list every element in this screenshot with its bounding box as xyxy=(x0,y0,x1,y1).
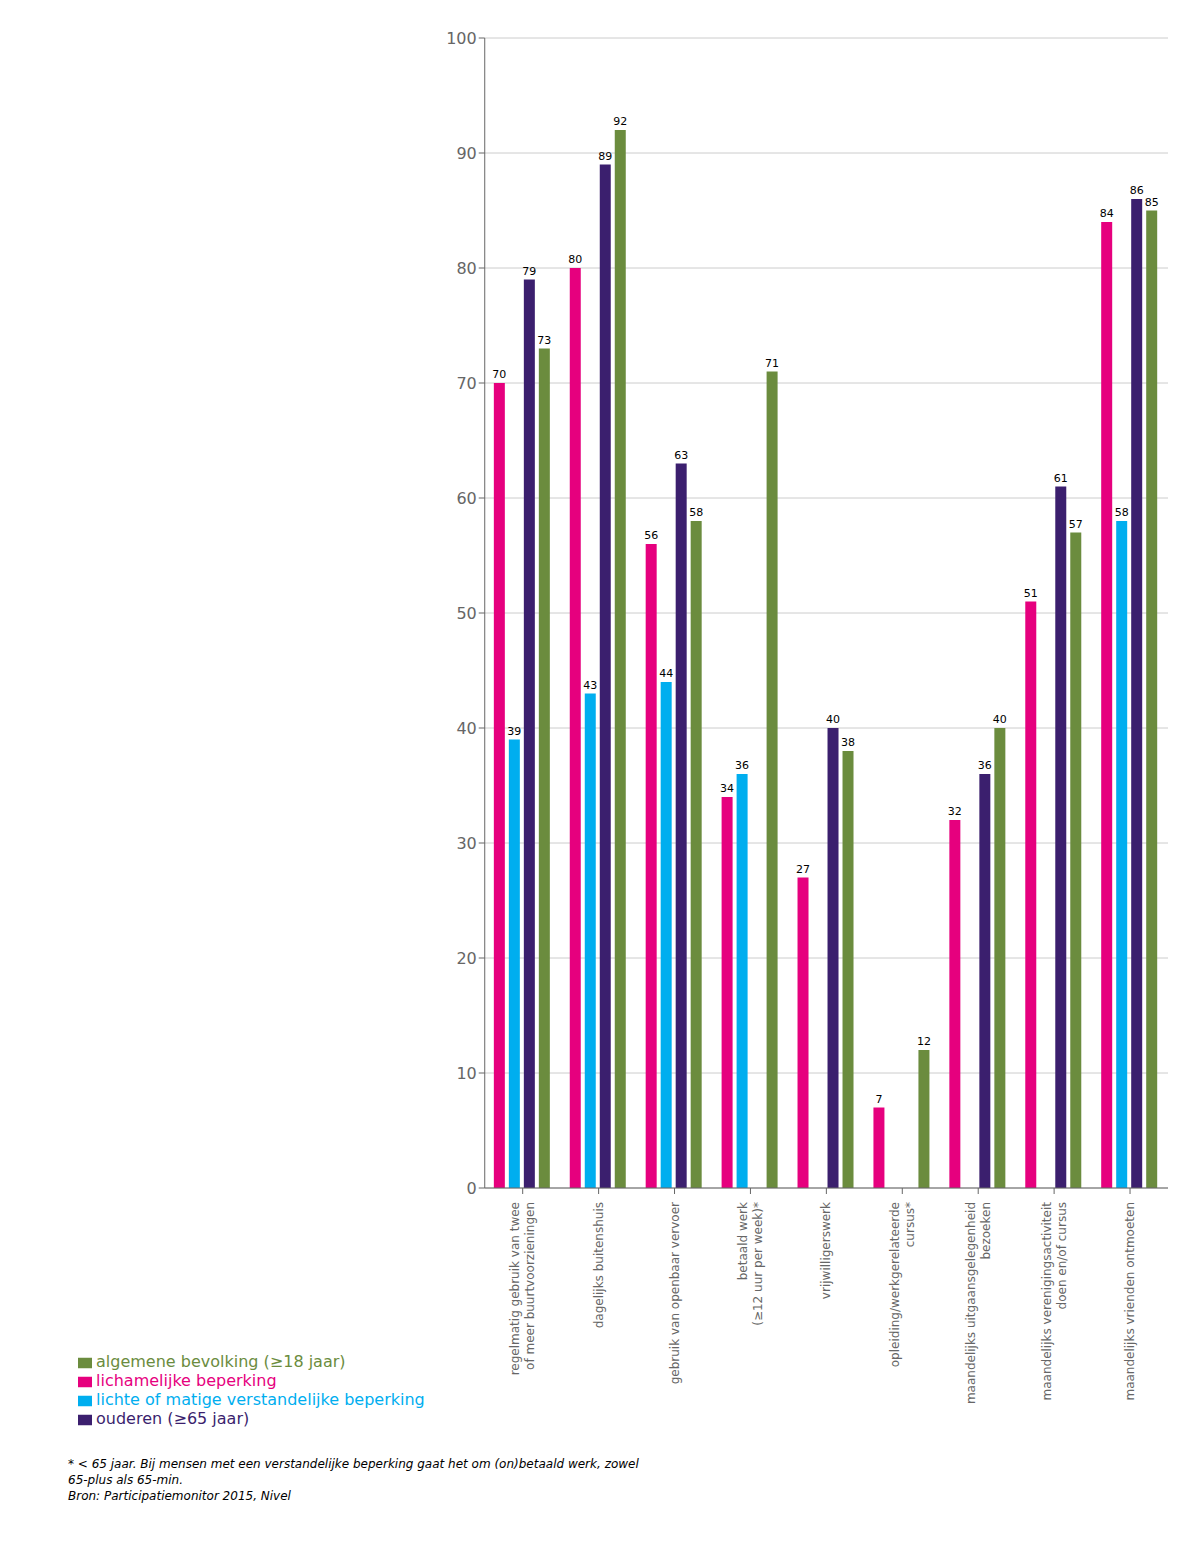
svg-text:61: 61 xyxy=(1054,472,1068,485)
html-text:lichte of matige verstandelijk: lichte of matige verstandelijke beperkin… xyxy=(96,1390,425,1409)
html-text:Bron: Participatiemonitor 2015: Bron: Participatiemonitor 2015, Nivel xyxy=(68,1489,291,1503)
svg-text:50: 50 xyxy=(456,604,476,623)
svg-text:40: 40 xyxy=(456,719,476,738)
svg-text:51: 51 xyxy=(1024,587,1038,600)
svg-text:86: 86 xyxy=(1130,184,1144,197)
svg-text:0: 0 xyxy=(467,1179,477,1198)
svg-text:92: 92 xyxy=(613,115,627,128)
svg-text:70: 70 xyxy=(492,368,506,381)
svg-text:regelmatig gebruik van tweeof: regelmatig gebruik van tweeof meer buurt… xyxy=(508,1202,537,1375)
svg-text:12: 12 xyxy=(917,1035,931,1048)
svg-text:100: 100 xyxy=(446,29,477,48)
svg-text:opleiding/werkgerelateerdecurs: opleiding/werkgerelateerdecursus* xyxy=(888,1202,917,1367)
svg-text:60: 60 xyxy=(456,489,476,508)
svg-text:89: 89 xyxy=(598,150,612,163)
svg-text:34: 34 xyxy=(720,782,734,795)
svg-text:58: 58 xyxy=(689,506,703,519)
svg-text:84: 84 xyxy=(1100,207,1114,220)
svg-text:36: 36 xyxy=(735,759,749,772)
svg-text:79: 79 xyxy=(522,265,536,278)
svg-text:80: 80 xyxy=(568,253,582,266)
svg-text:maandelijks uitgaansgelegenhei: maandelijks uitgaansgelegenheidbezoeken xyxy=(964,1202,993,1404)
svg-text:maandelijks vrienden ontmoeten: maandelijks vrienden ontmoeten xyxy=(1123,1202,1137,1401)
svg-text:63: 63 xyxy=(674,449,688,462)
svg-text:30: 30 xyxy=(456,834,476,853)
svg-text:39: 39 xyxy=(507,725,521,738)
svg-text:20: 20 xyxy=(456,949,476,968)
svg-text:44: 44 xyxy=(659,667,673,680)
svg-text:90: 90 xyxy=(456,144,476,163)
html-text:ouderen (≥65 jaar): ouderen (≥65 jaar) xyxy=(96,1409,250,1428)
svg-text:57: 57 xyxy=(1069,518,1083,531)
svg-text:dagelijks buitenshuis: dagelijks buitenshuis xyxy=(592,1202,606,1328)
svg-text:36: 36 xyxy=(978,759,992,772)
html-text:65-plus als 65-min.: 65-plus als 65-min. xyxy=(68,1473,183,1487)
svg-text:38: 38 xyxy=(841,736,855,749)
svg-text:27: 27 xyxy=(796,863,810,876)
svg-text:85: 85 xyxy=(1145,196,1159,209)
html-text:* < 65 jaar. Bij mensen met ee: * < 65 jaar. Bij mensen met een verstand… xyxy=(68,1457,639,1471)
svg-text:56: 56 xyxy=(644,529,658,542)
svg-text:7: 7 xyxy=(875,1093,882,1106)
svg-text:gebruik van openbaar vervoer: gebruik van openbaar vervoer xyxy=(668,1202,682,1384)
svg-text:40: 40 xyxy=(826,713,840,726)
svg-text:vrijwilligerswerk: vrijwilligerswerk xyxy=(819,1202,833,1299)
svg-text:betaald werk(≥12 uur per week): betaald werk(≥12 uur per week)* xyxy=(736,1202,765,1326)
svg-text:73: 73 xyxy=(537,334,551,347)
svg-text:43: 43 xyxy=(583,679,597,692)
svg-text:71: 71 xyxy=(765,357,779,370)
svg-text:32: 32 xyxy=(948,805,962,818)
svg-text:40: 40 xyxy=(993,713,1007,726)
svg-text:80: 80 xyxy=(456,259,476,278)
svg-text:70: 70 xyxy=(456,374,476,393)
html-text:lichamelijke beperking: lichamelijke beperking xyxy=(96,1371,277,1390)
svg-text:10: 10 xyxy=(456,1064,476,1083)
html-text:algemene bevolking (≥18 jaar): algemene bevolking (≥18 jaar) xyxy=(96,1352,346,1371)
svg-text:58: 58 xyxy=(1115,506,1129,519)
svg-text:maandelijks verenigingsactivit: maandelijks verenigingsactiviteitdoen en… xyxy=(1040,1202,1069,1401)
